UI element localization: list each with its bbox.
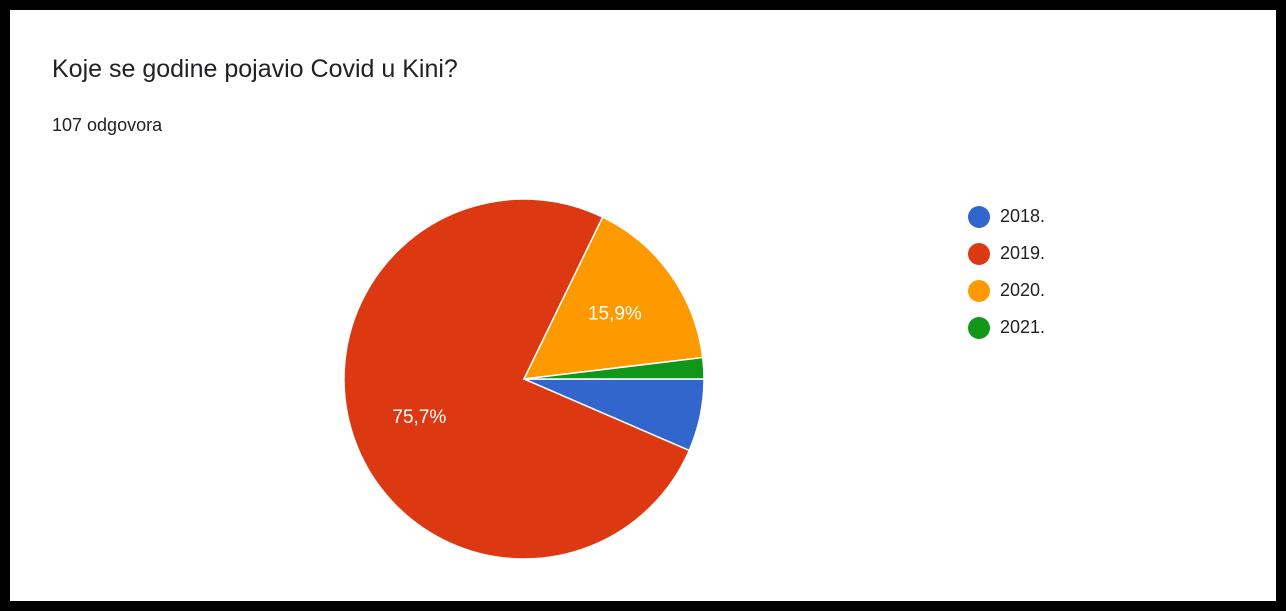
chart-legend: 2018. 2019. 2020. 2021. (968, 198, 1045, 346)
legend-label: 2019. (1000, 243, 1046, 263)
legend-label: 2021. (1000, 317, 1046, 337)
slice-label-2020: 15,9% (588, 303, 642, 324)
response-count: 107 odgovora (52, 115, 163, 135)
pie-slice-2019[interactable] (343, 198, 691, 560)
pie-slices (343, 198, 705, 560)
legend-item-2019[interactable]: 2019. (968, 235, 1045, 272)
slice-label-2019: 75,7% (392, 407, 446, 428)
legend-swatch (968, 279, 990, 302)
legend-item-2018[interactable]: 2018. (968, 198, 1045, 235)
chart-title: Koje se godine pojavio Covid u Kini? (52, 55, 458, 83)
legend-label: 2020. (1000, 280, 1046, 300)
pie-slice-2021[interactable] (523, 356, 705, 380)
legend-item-2021[interactable]: 2021. (968, 309, 1045, 346)
legend-swatch (968, 242, 990, 265)
legend-item-2020[interactable]: 2020. (968, 272, 1045, 309)
pie-slice-labels: 75,7% 15,9% (392, 303, 642, 428)
legend-swatch (968, 205, 990, 228)
legend-label: 2018. (1000, 206, 1046, 226)
pie-slice-2020[interactable] (522, 216, 704, 380)
legend-swatch (968, 316, 990, 339)
